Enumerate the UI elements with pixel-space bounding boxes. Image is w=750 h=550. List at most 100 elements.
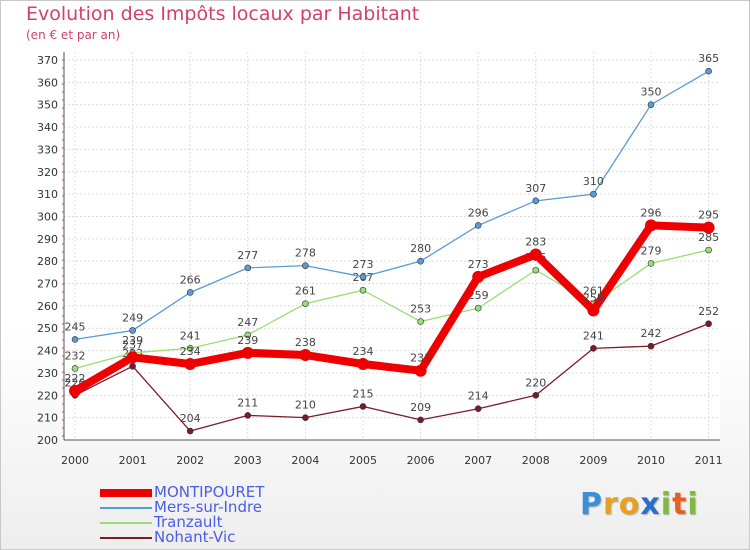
logo-letter: r bbox=[603, 487, 619, 522]
data-point bbox=[184, 358, 197, 370]
data-label: 220 bbox=[525, 376, 546, 389]
legend-swatch bbox=[100, 507, 152, 509]
data-point bbox=[590, 190, 597, 198]
data-point bbox=[532, 391, 540, 399]
data-label: 273 bbox=[353, 258, 374, 271]
x-tick-label: 2000 bbox=[61, 454, 89, 467]
data-point bbox=[474, 304, 482, 312]
data-label: 279 bbox=[641, 244, 662, 257]
data-point bbox=[357, 358, 369, 370]
x-tick-label: 2009 bbox=[579, 454, 607, 467]
data-point bbox=[532, 197, 540, 205]
y-tick-label: 330 bbox=[37, 143, 58, 156]
data-point bbox=[129, 362, 136, 370]
data-label: 209 bbox=[410, 401, 431, 414]
data-point bbox=[705, 320, 712, 328]
data-label: 278 bbox=[295, 247, 316, 260]
data-point bbox=[472, 270, 485, 283]
data-label: 283 bbox=[525, 235, 546, 248]
series-line-mers-sur-indre bbox=[74, 70, 709, 341]
logo-letter: P bbox=[580, 487, 603, 522]
y-tick-label: 340 bbox=[37, 121, 58, 134]
y-tick-label: 360 bbox=[37, 76, 58, 89]
data-point bbox=[299, 349, 312, 362]
data-point bbox=[186, 427, 194, 435]
data-label: 285 bbox=[698, 231, 719, 244]
data-point bbox=[474, 405, 482, 413]
data-point bbox=[244, 264, 252, 272]
data-label: 261 bbox=[583, 285, 604, 298]
data-label: 277 bbox=[237, 249, 258, 262]
data-label: 241 bbox=[180, 329, 201, 342]
data-point bbox=[474, 222, 482, 229]
data-label: 249 bbox=[122, 311, 143, 324]
data-point bbox=[705, 246, 712, 254]
data-label: 307 bbox=[525, 182, 546, 195]
data-point bbox=[532, 266, 540, 274]
data-label: 232 bbox=[65, 349, 86, 362]
data-label: 214 bbox=[468, 390, 489, 403]
data-label: 296 bbox=[641, 206, 662, 219]
logo-letter: i bbox=[660, 487, 673, 522]
y-tick-label: 300 bbox=[37, 210, 58, 223]
proxiti-logo: Proxiti bbox=[580, 487, 699, 522]
y-tick-label: 220 bbox=[37, 389, 58, 402]
data-point bbox=[186, 289, 194, 296]
y-tick-label: 350 bbox=[37, 99, 58, 112]
data-label: 295 bbox=[698, 209, 719, 222]
legend-label: Tranzault bbox=[154, 513, 223, 531]
y-tick-label: 240 bbox=[37, 345, 58, 358]
data-point bbox=[587, 304, 600, 317]
logo-letter: x bbox=[640, 487, 661, 522]
data-label: 222 bbox=[65, 372, 86, 385]
x-tick-label: 2011 bbox=[695, 454, 723, 467]
data-label: 204 bbox=[180, 412, 201, 425]
data-label: 245 bbox=[65, 320, 86, 333]
data-point bbox=[244, 412, 252, 419]
data-point bbox=[302, 262, 309, 269]
data-point bbox=[71, 365, 79, 372]
legend-swatch bbox=[100, 537, 152, 539]
logo-letter: o bbox=[618, 487, 641, 522]
y-tick-label: 210 bbox=[37, 412, 58, 425]
chart-title: Evolution des Impôts locaux par Habitant bbox=[26, 3, 420, 25]
data-point bbox=[705, 67, 712, 75]
data-label: 310 bbox=[583, 175, 604, 188]
data-label: 242 bbox=[641, 327, 662, 340]
data-label: 247 bbox=[237, 316, 258, 329]
data-label: 365 bbox=[698, 52, 719, 65]
data-point bbox=[129, 327, 136, 334]
x-tick-label: 2003 bbox=[234, 454, 262, 467]
x-tick-label: 2007 bbox=[464, 454, 492, 467]
y-tick-label: 250 bbox=[37, 322, 58, 335]
plot-area bbox=[64, 52, 720, 440]
data-point bbox=[359, 273, 367, 281]
x-tick-label: 2001 bbox=[119, 454, 147, 467]
data-label: 234 bbox=[353, 345, 374, 358]
y-tick-label: 230 bbox=[37, 367, 58, 380]
y-tick-label: 370 bbox=[37, 54, 58, 67]
data-point bbox=[241, 346, 254, 359]
data-label: 241 bbox=[583, 329, 604, 342]
x-tick-label: 2008 bbox=[522, 454, 550, 467]
logo-letter: t bbox=[672, 487, 688, 522]
legend-swatch bbox=[100, 489, 152, 497]
x-tick-label: 2006 bbox=[407, 454, 435, 467]
series-line-montipouret bbox=[71, 221, 713, 395]
data-label: 239 bbox=[122, 334, 143, 347]
data-point bbox=[645, 219, 657, 232]
data-point bbox=[647, 260, 655, 267]
y-tick-label: 200 bbox=[37, 434, 58, 447]
data-label: 266 bbox=[180, 273, 201, 286]
data-point bbox=[359, 403, 367, 410]
data-label: 258 bbox=[583, 291, 604, 304]
data-point bbox=[302, 300, 309, 307]
data-label: 238 bbox=[295, 336, 316, 349]
data-point bbox=[417, 416, 424, 424]
data-label: 215 bbox=[353, 387, 374, 400]
data-label: 350 bbox=[641, 86, 662, 99]
data-point bbox=[244, 331, 252, 339]
y-tick-label: 290 bbox=[37, 233, 58, 246]
y-tick-label: 260 bbox=[37, 300, 58, 313]
data-label: 237 bbox=[122, 338, 143, 351]
